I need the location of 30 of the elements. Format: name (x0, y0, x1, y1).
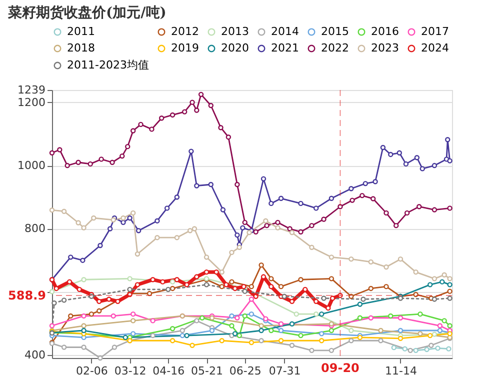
legend-label: 2016 (371, 24, 399, 38)
y-tick-label: 1000 (18, 159, 46, 172)
y-tick-label: 1239 (18, 84, 46, 96)
legend-label: 2018 (67, 42, 95, 54)
legend-label: 2021 (271, 42, 299, 54)
legend-label: 2012 (171, 24, 199, 38)
legend-label: 2023 (371, 42, 399, 54)
x-tick-label: 06-25 (229, 364, 262, 378)
x-tick-label: 04-16 (152, 364, 185, 378)
ref-line-label: 09-20 (321, 361, 360, 375)
legend-label: 2014 (271, 24, 299, 38)
legend-label: 2015 (321, 24, 349, 38)
ref-line-label: 588.9 (8, 288, 46, 302)
x-tick-label: 07-31 (268, 364, 301, 378)
chart-title: 菜籽期货收盘价(加元/吨) (7, 5, 166, 21)
legend-label: 2017 (421, 24, 449, 38)
x-tick-label: 02-06 (76, 364, 108, 378)
legend-label: 2024 (421, 42, 449, 54)
legend-label: 2013 (221, 24, 249, 38)
legend-label: 2019 (171, 42, 199, 54)
legend-label: 2011 (67, 24, 95, 38)
legend-label: 2020 (221, 42, 249, 54)
x-tick-label: 05-21 (191, 364, 224, 378)
y-tick-label: 1200 (18, 96, 46, 109)
x-tick-label: 03-12 (114, 364, 146, 378)
x-tick-label: 11-14 (385, 364, 417, 378)
legend-label: 2022 (321, 42, 349, 54)
y-tick-label: 800 (24, 222, 46, 236)
legend-label: 2011-2023均值 (67, 58, 149, 72)
y-tick-label: 400 (24, 348, 46, 362)
